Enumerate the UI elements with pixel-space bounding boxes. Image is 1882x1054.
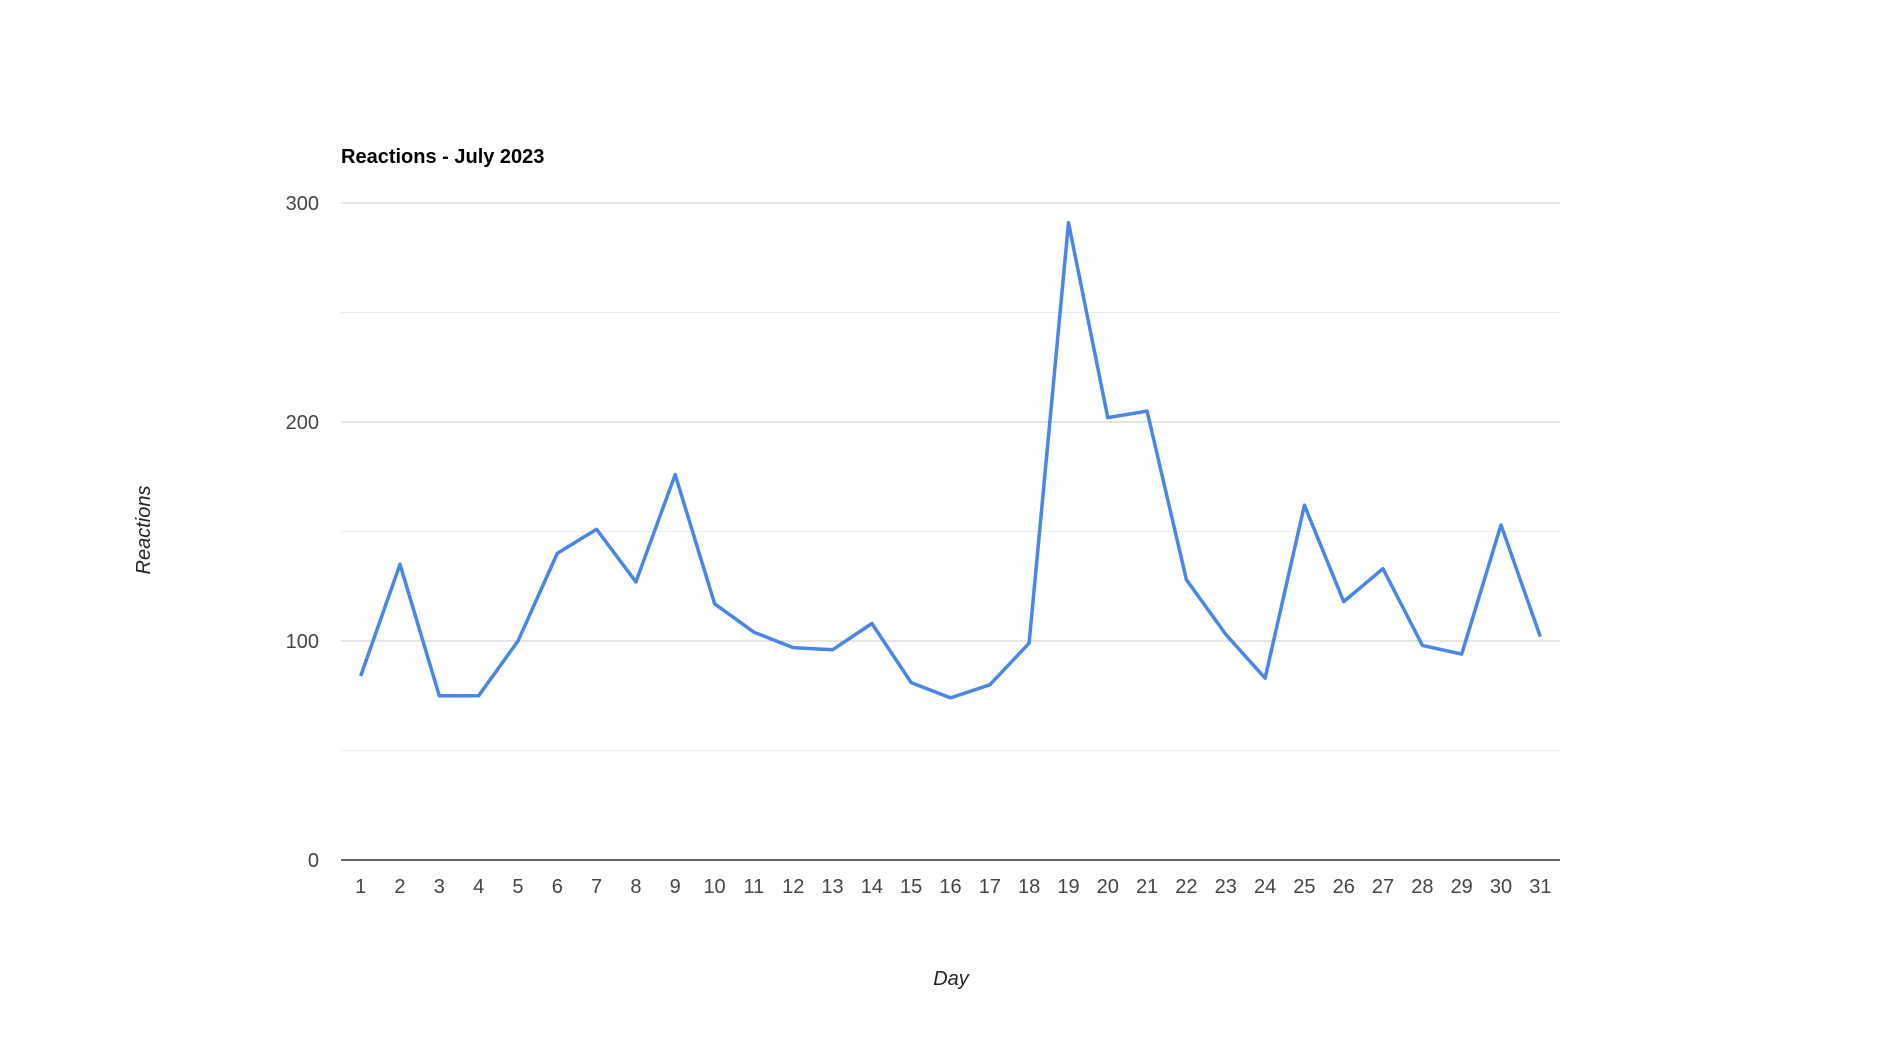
x-tick-label: 4 (473, 876, 484, 898)
x-tick-label: 5 (512, 876, 523, 898)
x-tick-label: 18 (1018, 876, 1040, 898)
x-tick-label: 22 (1175, 876, 1197, 898)
x-tick-label: 15 (900, 876, 922, 898)
x-tick-label: 25 (1293, 876, 1315, 898)
x-tick-label: 31 (1529, 876, 1551, 898)
x-tick-label: 21 (1136, 876, 1158, 898)
series-line-reactions (359, 220, 1542, 700)
chart-title: Reactions - July 2023 (341, 146, 544, 168)
x-axis-title: Day (933, 968, 970, 990)
y-tick-label: 200 (286, 412, 319, 434)
x-tick-label: 14 (861, 876, 883, 898)
x-tick-label: 17 (979, 876, 1001, 898)
y-axis-title: Reactions (133, 486, 155, 575)
x-tick-label: 12 (782, 876, 804, 898)
x-tick-label: 29 (1451, 876, 1473, 898)
x-tick-label: 6 (552, 876, 563, 898)
x-tick-label: 30 (1490, 876, 1512, 898)
x-tick-label: 1 (355, 876, 366, 898)
y-tick-label: 100 (286, 631, 319, 653)
x-tick-label: 3 (434, 876, 445, 898)
x-tick-label: 7 (591, 876, 602, 898)
x-tick-label: 20 (1097, 876, 1119, 898)
x-tick-label: 19 (1057, 876, 1079, 898)
x-tick-label: 13 (821, 876, 843, 898)
y-tick-label: 0 (308, 850, 319, 872)
x-tick-label: 9 (670, 876, 681, 898)
x-tick-label: 2 (394, 876, 405, 898)
x-tick-label: 27 (1372, 876, 1394, 898)
x-tick-label: 28 (1411, 876, 1433, 898)
x-tick-label: 16 (939, 876, 961, 898)
x-tick-label: 10 (703, 876, 725, 898)
x-tick-label: 23 (1215, 876, 1237, 898)
x-axis-ticks: 1 2 3 4 5 6 7 8 9 10 11 12 13 14 15 16 17 18 19 20 21 22 23 24 2… (355, 876, 1551, 898)
gridlines (341, 202, 1560, 751)
x-tick-label: 24 (1254, 876, 1276, 898)
y-tick-label: 300 (286, 193, 319, 215)
x-tick-label: 11 (744, 876, 765, 898)
y-axis-ticks: 0 100 200 300 (286, 193, 319, 872)
x-tick-label: 26 (1333, 876, 1355, 898)
x-tick-label: 8 (630, 876, 641, 898)
